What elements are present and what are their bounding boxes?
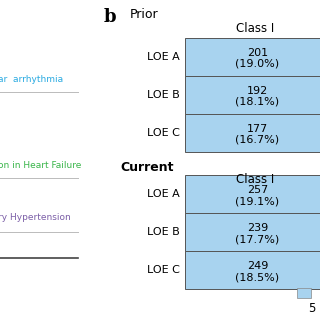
Text: (18.1%): (18.1%) <box>236 97 280 107</box>
Text: 192: 192 <box>247 86 268 96</box>
Text: LOE B: LOE B <box>147 90 180 100</box>
Bar <box>185 251 320 289</box>
Text: Class I: Class I <box>236 173 274 186</box>
Text: 5: 5 <box>308 301 316 315</box>
Text: (19.1%): (19.1%) <box>236 196 280 206</box>
Text: Current: Current <box>120 161 173 174</box>
Text: ry Hypertension: ry Hypertension <box>0 213 71 222</box>
Bar <box>297 288 311 298</box>
Text: (19.0%): (19.0%) <box>236 59 280 69</box>
Bar <box>185 114 320 152</box>
Text: ar  arrhythmia: ar arrhythmia <box>0 76 63 84</box>
Text: LOE A: LOE A <box>147 189 180 199</box>
Text: LOE C: LOE C <box>147 265 180 275</box>
Text: Prior: Prior <box>130 8 159 21</box>
Text: 177: 177 <box>247 124 268 134</box>
Text: (18.5%): (18.5%) <box>236 272 280 282</box>
Bar <box>185 213 320 251</box>
Bar <box>185 38 320 76</box>
Text: 201: 201 <box>247 48 268 58</box>
Text: b: b <box>104 8 116 26</box>
Text: 257: 257 <box>247 185 268 195</box>
Text: LOE A: LOE A <box>147 52 180 62</box>
Text: on in Heart Failure: on in Heart Failure <box>0 161 81 170</box>
Text: 249: 249 <box>247 261 268 271</box>
Text: (17.7%): (17.7%) <box>236 234 280 244</box>
Bar <box>185 175 320 213</box>
Text: (16.7%): (16.7%) <box>236 135 280 145</box>
Text: LOE C: LOE C <box>147 128 180 138</box>
Text: LOE B: LOE B <box>147 227 180 237</box>
Text: Class I: Class I <box>236 22 274 35</box>
Text: 239: 239 <box>247 223 268 233</box>
Bar <box>185 76 320 114</box>
